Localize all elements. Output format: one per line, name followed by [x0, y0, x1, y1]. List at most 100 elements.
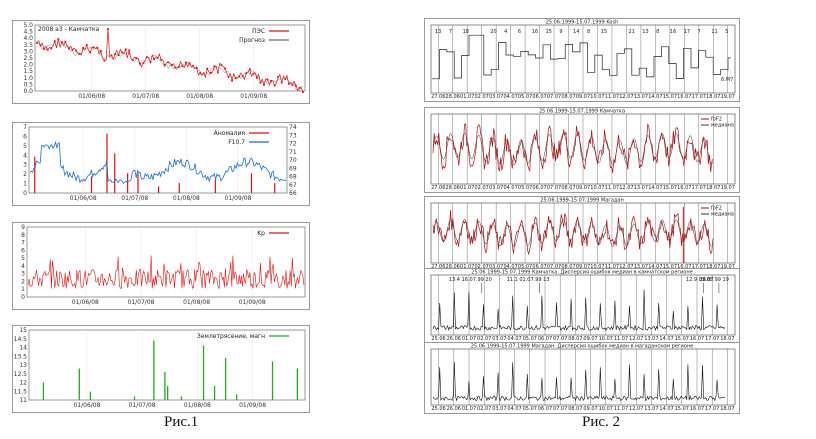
fig2-panel-kp: 25.06.1999-15.07.1999 Kosh 27.06 28.06 01.0… [424, 18, 740, 102]
y-right-tick-label: 68 [289, 174, 297, 181]
fig2-kamchatka-chart: 25.06.1999-15.07.1999 Камчатка 27.06 28.06… [430, 109, 736, 191]
x-tick-label: 10.07 [590, 185, 604, 191]
earthquake-bar [271, 361, 274, 400]
legend-label: Прогноз [239, 37, 265, 44]
y-tick-label: 5.0 [23, 22, 33, 29]
tec-point [234, 77, 237, 80]
y-tick-label: 2.0 [23, 62, 33, 69]
y-tick-label: 4.5 [23, 29, 33, 36]
tec-point [82, 47, 85, 49]
x-tick-label: 10.07 [599, 406, 613, 412]
x-tick-label: 15.07 [675, 406, 689, 412]
tec-point [36, 42, 38, 44]
x-tick-label: 10.07 [599, 336, 613, 342]
x-tick-label: 17.07 [692, 94, 706, 100]
x-tick-label: 02.07 [477, 336, 491, 342]
x-tick-label: 11.07 [605, 94, 619, 100]
fig1-panel-kp: 9 8 7 6 5 4 3 2 1 0 01/06/08 01/07/08 01/08/08 01/09/… [12, 222, 310, 310]
x-tick-label: 19.07 [721, 185, 735, 191]
dispersion-line [432, 289, 726, 331]
x-tick-label: 07.07 [547, 94, 561, 100]
x-tick-label: 12.07 [629, 336, 643, 342]
tec-point [248, 68, 251, 71]
tec-point [92, 46, 95, 49]
tec-point [270, 80, 272, 82]
x-tick-label: 26.06 [447, 406, 461, 412]
kp-number: 21 [628, 29, 634, 35]
x-tick-label: 09.07 [576, 94, 590, 100]
x-tick-label: 03.07 [489, 185, 503, 191]
kp-number: 16 [532, 29, 538, 35]
tec-point [238, 75, 241, 78]
x-tick-label: 05.07 [518, 94, 532, 100]
y-tick-label: 7 [23, 124, 27, 131]
tec-point [131, 59, 134, 61]
x-tick-label: 15.07 [663, 264, 677, 270]
kp-line [27, 255, 305, 290]
x-tick-label: 13.07 [634, 264, 648, 270]
chart-title: 2008 a3 - Камчатка [38, 26, 99, 33]
x-tick-label: 07.07 [553, 336, 567, 342]
earthquake-bar [224, 358, 227, 400]
tec-point [227, 76, 230, 78]
y-tick-label: 0.0 [23, 88, 33, 95]
y-tick-label: 3 [23, 162, 27, 169]
x-tick-label: 01/09/08 [239, 299, 266, 306]
legend-label: медиана [711, 212, 734, 218]
y-right-tick-label: 66 [289, 190, 297, 197]
earthquake-bar [78, 368, 80, 400]
y-tick-label: 12.5 [14, 371, 28, 378]
legend-label: foF2 [711, 117, 722, 123]
x-tick-label: 01/06/08 [73, 402, 100, 409]
x-tick-label: 11.07 [614, 406, 628, 412]
y-tick-label: 1.5 [23, 68, 33, 75]
x-tick-label: 08.07 [561, 94, 575, 100]
x-tick-label: 01/08/08 [184, 402, 211, 409]
x-tick-label: 14.07 [659, 336, 673, 342]
tec-point [75, 49, 77, 52]
f107-line [29, 141, 287, 185]
tec-point [259, 81, 262, 84]
y-tick-label: 0 [21, 294, 25, 301]
earthquake-bar [164, 372, 166, 400]
legend-label: Kp [257, 230, 265, 237]
figure-1: 5.0 4.5 4.0 3.5 3.0 2.5 2.0 1.5 1.0 0.5 0.0 01/06/0… [0, 0, 330, 439]
x-tick-label: 08.07 [561, 185, 575, 191]
plot-frame [28, 126, 288, 194]
fig2-panel-kamchatka: 25.06.1999-15.07.1999 Камчатка 27.06 28.06… [424, 107, 740, 193]
tec-point [110, 54, 113, 57]
x-tick-label: 09.07 [576, 185, 590, 191]
x-tick-label: 06.07 [532, 185, 546, 191]
x-tick-label: 16.07 [677, 185, 691, 191]
fig1-tec-chart: 5.04.54.03.53.02.52.01.51.00.50.0 01/06/0… [23, 22, 306, 100]
x-tick-label: 17.07 [705, 336, 719, 342]
x-tick-label: 08.07 [561, 264, 575, 270]
anomaly-bar [214, 179, 216, 193]
x-tick-label: 02.07 [475, 94, 489, 100]
x-tick-label: 12.07 [619, 185, 633, 191]
dispersion-line [432, 361, 726, 402]
x-tick-label: 02.07 [477, 406, 491, 412]
y-tick-label: 13.5 [14, 353, 28, 360]
y-tick-label: 9 [21, 224, 25, 231]
tec-point [245, 72, 248, 75]
fig2-kp-chart: 25.06.1999-15.07.1999 Kosh 27.06 28.06 01.0… [430, 20, 736, 100]
y-tick-label: 1.0 [23, 75, 33, 82]
x-tick-label: 14.07 [648, 264, 662, 270]
y-tick-label: 3.5 [23, 42, 33, 49]
x-tick-label: 18.07 [720, 406, 734, 412]
y-right-tick-label: 69 [289, 165, 297, 172]
x-tick-label: 25.06 [431, 336, 445, 342]
x-tick-label: 09.07 [583, 406, 597, 412]
kp-number: 15 [601, 29, 607, 35]
x-tick-label: 04.07 [507, 406, 521, 412]
fof2-line [432, 123, 714, 173]
kp-step-line [432, 34, 731, 80]
x-tick-label: 13.07 [634, 185, 648, 191]
tec-point [213, 65, 216, 68]
y-tick-label: 2 [21, 278, 25, 285]
x-tick-label: 13.07 [634, 94, 648, 100]
note-label: 6.M7 [721, 77, 733, 83]
